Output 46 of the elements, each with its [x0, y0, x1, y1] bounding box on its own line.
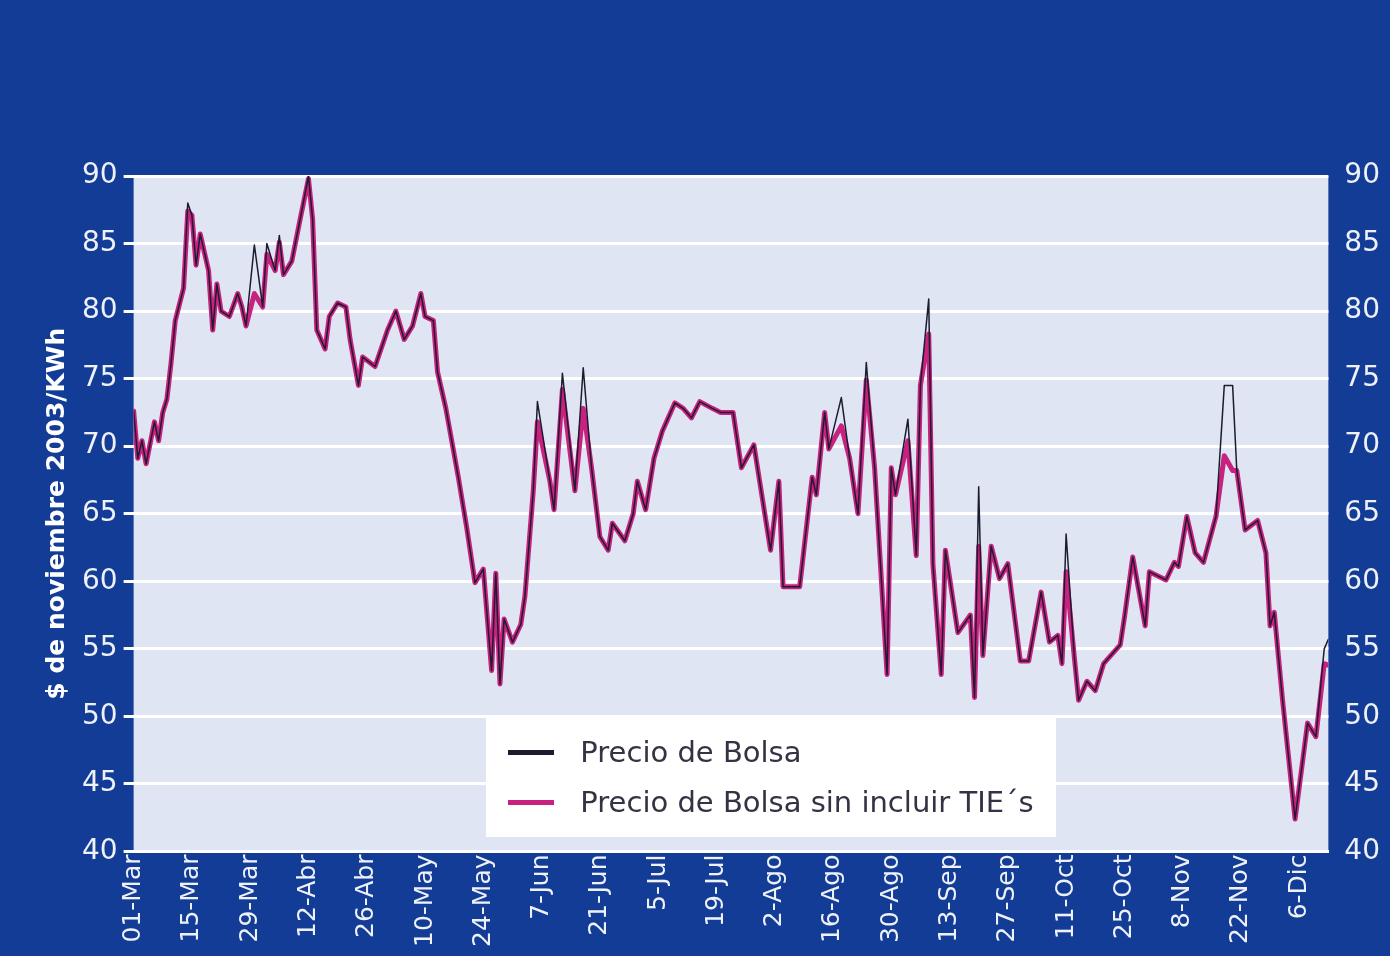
y-tick-label: 45	[81, 765, 118, 799]
x-tick-label: 22-Nov	[1224, 854, 1254, 945]
y-tick-label: 80	[81, 292, 118, 326]
x-tick-label: 29-Mar	[233, 853, 263, 943]
y-tick-label: 75	[81, 359, 118, 393]
y-axis-title: $ de noviembre 2003/KWh	[40, 327, 70, 700]
x-tick-label: 2-Ago	[758, 854, 788, 928]
y-tick-label: 85	[81, 224, 118, 258]
y-tick-label: 60	[81, 562, 118, 596]
x-tick-label: 10-May	[408, 854, 438, 948]
x-tick-label: 5-Jul	[641, 854, 671, 911]
x-tick-label: 12-Abr	[291, 853, 321, 939]
y2-tick-label: 65	[1344, 495, 1381, 529]
y2-tick-label: 40	[1344, 832, 1381, 866]
y-tick-label: 70	[81, 427, 118, 461]
y2-tick-label: 50	[1344, 697, 1381, 731]
x-tick-label: 13-Sep	[933, 854, 963, 943]
x-tick-label: 21-Jun	[583, 854, 613, 936]
y2-tick-label: 45	[1344, 765, 1381, 799]
x-tick-label: 15-Mar	[175, 853, 205, 943]
x-tick-label: 19-Jul	[699, 854, 729, 927]
x-tick-label: 24-May	[466, 854, 496, 948]
x-tick-label: 6-Dic	[1282, 854, 1312, 920]
y-tick-label: 90	[81, 157, 118, 191]
x-tick-label: 26-Abr	[350, 853, 380, 939]
y-tick-label: 65	[81, 495, 118, 529]
y2-tick-label: 85	[1344, 224, 1381, 258]
y-tick-label: 50	[81, 697, 118, 731]
x-tick-label: 8-Nov	[1166, 854, 1196, 929]
x-tick-label: 01-Mar	[117, 853, 147, 943]
y2-tick-label: 75	[1344, 359, 1381, 393]
y2-tick-label: 60	[1344, 562, 1381, 596]
y2-tick-label: 90	[1344, 157, 1381, 191]
x-tick-label: 30-Ago	[874, 854, 904, 944]
y2-tick-label: 70	[1344, 427, 1381, 461]
y-tick-label: 40	[81, 832, 118, 866]
x-tick-label: 27-Sep	[991, 854, 1021, 943]
x-tick-label: 25-Oct	[1107, 854, 1137, 940]
y-tick-label: 55	[81, 630, 118, 664]
legend-label: Precio de Bolsa sin incluir TIE´s	[580, 785, 1034, 820]
x-tick-label: 7-Jun	[525, 854, 555, 920]
y2-tick-label: 55	[1344, 630, 1381, 664]
x-tick-label: 16-Ago	[816, 854, 846, 944]
x-tick-label: 11-Oct	[1049, 854, 1079, 940]
legend-label: Precio de Bolsa	[580, 735, 802, 770]
y2-tick-label: 80	[1344, 292, 1381, 326]
